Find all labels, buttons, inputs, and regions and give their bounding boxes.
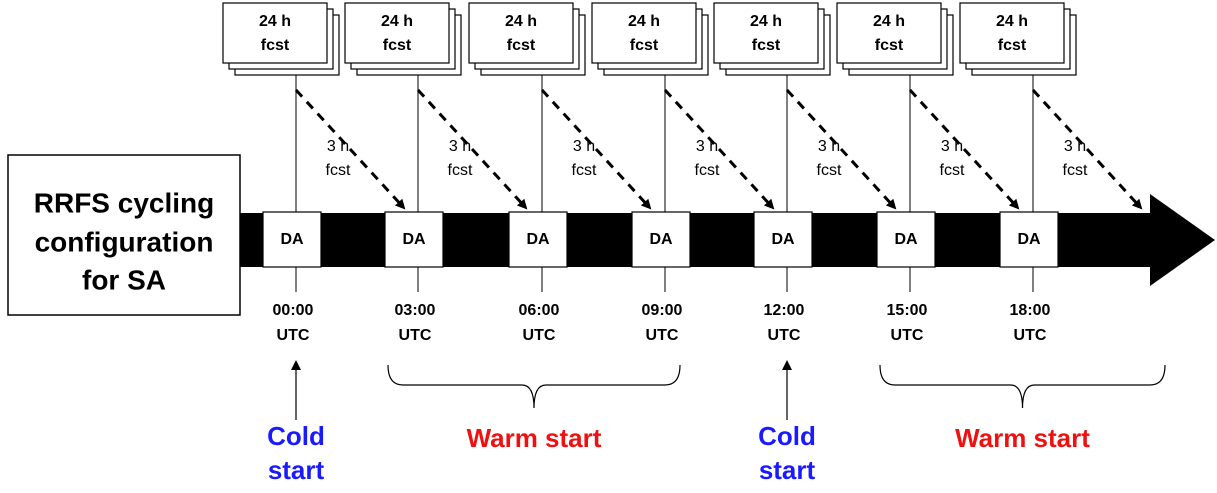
title-box: [7, 154, 241, 316]
time-label: UTC: [768, 327, 801, 344]
forecast-label: fcst: [875, 37, 904, 54]
title-line: configuration: [35, 226, 214, 257]
forecast-box: [713, 2, 819, 64]
time-label: 15:00: [887, 302, 928, 319]
da-box: [631, 211, 691, 268]
forecast-label: 24 h: [259, 13, 291, 30]
cold-start-label: start: [268, 455, 325, 485]
da-label: DA: [894, 231, 918, 248]
short-forecast-label: 3 h: [573, 138, 595, 155]
short-forecast-label: 3 h: [696, 138, 718, 155]
time-label: 09:00: [642, 302, 683, 319]
forecast-label: fcst: [261, 37, 290, 54]
time-label: UTC: [399, 327, 432, 344]
forecast-box: [836, 2, 942, 64]
warm-start-label: Warm start: [467, 423, 602, 453]
cold-start-label: start: [759, 455, 816, 485]
forecast-label: 24 h: [750, 13, 782, 30]
time-label: UTC: [891, 327, 924, 344]
forecast-box: [468, 2, 574, 64]
short-forecast-label: 3 h: [1064, 138, 1086, 155]
da-label: DA: [649, 231, 673, 248]
da-box: [999, 211, 1059, 268]
forecast-label: fcst: [630, 37, 659, 54]
short-forecast-label: fcst: [448, 162, 473, 179]
time-label: UTC: [1014, 327, 1047, 344]
cold-start-label: Cold: [758, 421, 816, 451]
forecast-arrow: [908, 88, 1020, 210]
short-forecast-label: fcst: [817, 162, 842, 179]
da-label: DA: [402, 231, 426, 248]
forecast-box: [344, 2, 450, 64]
forecast-arrow: [785, 88, 897, 210]
da-label: DA: [1017, 231, 1041, 248]
time-label: 03:00: [395, 302, 436, 319]
forecast-label: 24 h: [873, 13, 905, 30]
time-label: 18:00: [1010, 302, 1051, 319]
da-box: [384, 211, 444, 268]
short-forecast-label: fcst: [940, 162, 965, 179]
short-forecast-label: fcst: [572, 162, 597, 179]
forecast-label: 24 h: [996, 13, 1028, 30]
forecast-label: fcst: [383, 37, 412, 54]
forecast-box: [591, 2, 697, 64]
forecast-arrow: [540, 88, 652, 210]
forecast-box: [222, 2, 328, 64]
short-forecast-label: fcst: [326, 162, 351, 179]
da-label: DA: [771, 231, 795, 248]
time-label: 12:00: [764, 302, 805, 319]
title-line: for SA: [82, 264, 166, 295]
brace: [387, 364, 681, 409]
forecast-arrow: [663, 88, 775, 210]
time-label: 00:00: [273, 302, 314, 319]
forecast-label: 24 h: [505, 13, 537, 30]
forecast-arrow: [1031, 88, 1143, 210]
da-label: DA: [280, 231, 304, 248]
short-forecast-label: 3 h: [449, 138, 471, 155]
time-label: UTC: [277, 327, 310, 344]
time-label: UTC: [646, 327, 679, 344]
short-forecast-label: fcst: [695, 162, 720, 179]
time-label: 06:00: [519, 302, 560, 319]
forecast-arrow: [416, 88, 528, 210]
forecast-label: fcst: [507, 37, 536, 54]
short-forecast-label: 3 h: [941, 138, 963, 155]
forecast-label: 24 h: [628, 13, 660, 30]
da-label: DA: [526, 231, 550, 248]
cold-start-label: Cold: [267, 421, 325, 451]
da-box: [508, 211, 568, 268]
timeline-arrow: [240, 194, 1215, 286]
forecast-arrow: [294, 88, 406, 210]
da-box: [262, 211, 322, 268]
short-forecast-label: 3 h: [818, 138, 840, 155]
da-box: [876, 211, 936, 268]
brace: [879, 364, 1166, 409]
short-forecast-label: fcst: [1063, 162, 1088, 179]
da-box: [753, 211, 813, 268]
time-label: UTC: [523, 327, 556, 344]
forecast-label: fcst: [998, 37, 1027, 54]
short-forecast-label: 3 h: [327, 138, 349, 155]
forecast-box: [959, 2, 1065, 64]
forecast-label: fcst: [752, 37, 781, 54]
title-line: RRFS cycling: [34, 187, 214, 218]
forecast-label: 24 h: [381, 13, 413, 30]
warm-start-label: Warm start: [955, 423, 1090, 453]
